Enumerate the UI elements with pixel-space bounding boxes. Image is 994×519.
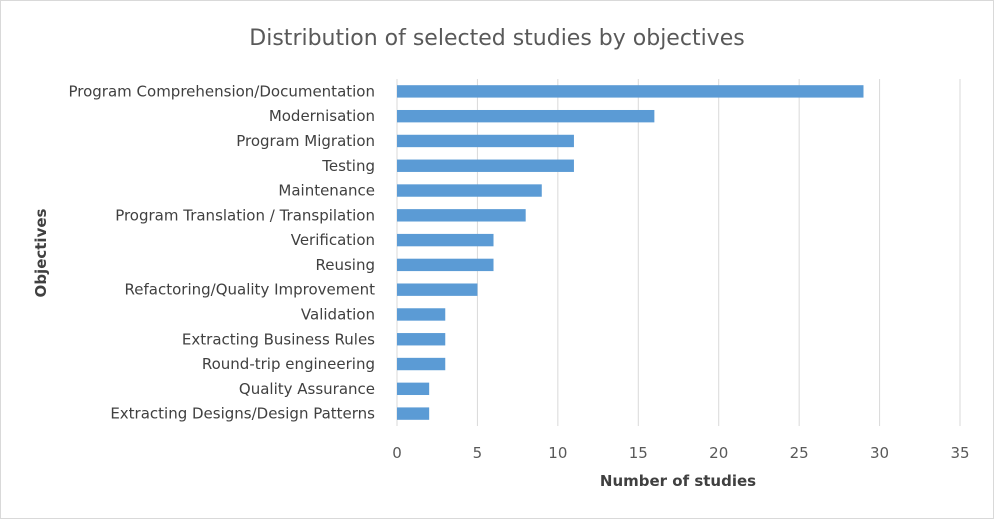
bar: [397, 357, 446, 371]
category-label: Extracting Business Rules: [182, 330, 375, 348]
x-tick-label: 15: [629, 444, 648, 462]
category-label: Verification: [291, 231, 375, 249]
x-tick-labels: 0 5 10 15 20 25 30 35: [392, 444, 969, 462]
category-label: Maintenance: [278, 182, 375, 200]
bar: [397, 159, 574, 172]
x-axis-title: Number of studies: [600, 472, 756, 490]
bar: [397, 308, 446, 321]
category-label: Refactoring/Quality Improvement: [125, 281, 376, 299]
bar: [397, 233, 494, 247]
x-tick-label: 30: [870, 444, 889, 462]
category-label: Validation: [301, 305, 375, 323]
category-label: Round-trip engineering: [202, 355, 375, 373]
bars: [397, 85, 864, 420]
x-tick-label: 25: [790, 444, 809, 462]
bar: [397, 134, 574, 148]
bar: [397, 407, 430, 420]
bar: [397, 109, 655, 123]
x-tick-label: 35: [950, 444, 969, 462]
bar: [397, 85, 864, 98]
x-tick-label: 10: [548, 444, 567, 462]
x-tick-label: 0: [392, 444, 402, 462]
y-axis-title: Objectives: [32, 208, 50, 297]
category-label: Modernisation: [269, 107, 375, 125]
gridlines: [396, 79, 961, 426]
bar: [397, 382, 430, 396]
bar: [397, 283, 478, 296]
category-label: Program Migration: [236, 132, 375, 150]
bar: [397, 209, 526, 222]
bar: [397, 184, 542, 197]
bar: [397, 258, 494, 272]
x-tick-label: 5: [473, 444, 483, 462]
x-tick-label: 20: [709, 444, 728, 462]
category-label: Program Translation / Transpilation: [115, 206, 375, 224]
bar: [397, 333, 446, 346]
category-label: Program Comprehension/Documentation: [68, 82, 375, 100]
category-label: Reusing: [316, 256, 376, 274]
chart-title: Distribution of selected studies by obje…: [249, 26, 744, 51]
category-label: Quality Assurance: [239, 380, 375, 398]
category-labels: Program Comprehension/Documentation Moder…: [68, 82, 375, 422]
category-label: Testing: [321, 157, 375, 175]
category-label: Extracting Designs/Design Patterns: [110, 405, 375, 423]
